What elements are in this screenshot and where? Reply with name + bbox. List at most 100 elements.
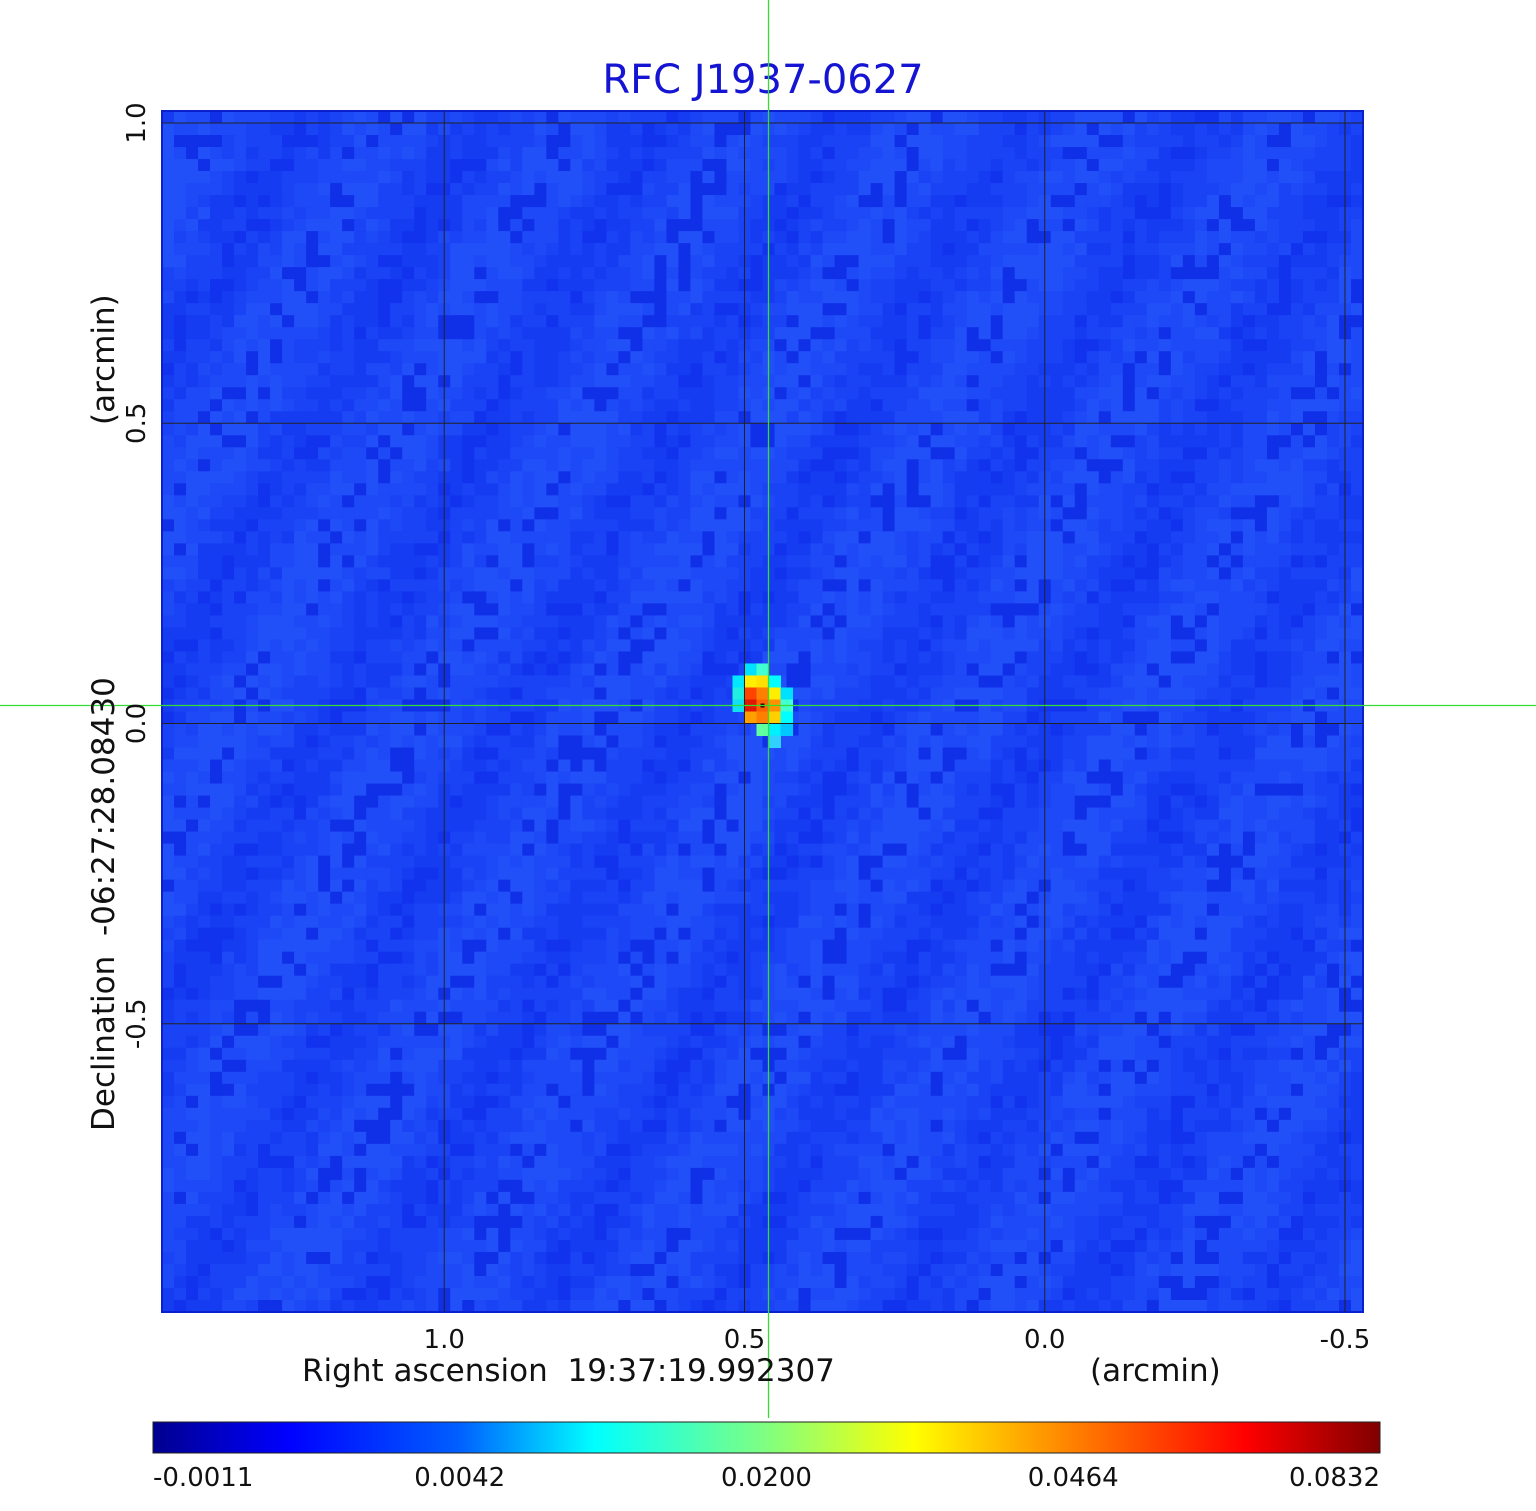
heatmap-cell [1134,135,1148,148]
heatmap-cell [966,375,980,388]
heatmap-cell [378,399,391,412]
heatmap-cell [594,231,607,244]
heatmap-cell [714,495,728,508]
heatmap-cell [990,423,1004,436]
heatmap-cell [1026,675,1040,689]
heatmap-cell [810,591,824,605]
heatmap-cell [1290,471,1304,484]
heatmap-cell [306,351,319,364]
heatmap-cell [942,159,956,172]
heatmap-cell [666,231,680,244]
heatmap-cell [714,687,728,701]
heatmap-cell [1350,687,1363,701]
heatmap-cell [354,495,367,508]
heatmap-cell [246,603,259,617]
heatmap-cell [498,351,511,364]
heatmap-cell [510,555,523,568]
heatmap-cell [1194,435,1208,448]
heatmap-cell [1290,531,1304,544]
heatmap-cell [702,459,716,472]
heatmap-cell [210,315,223,328]
heatmap-cell [606,375,619,388]
heatmap-cell [318,171,331,184]
heatmap-cell [822,519,836,532]
heatmap-cell [222,579,235,592]
heatmap-cell [270,495,283,508]
heatmap-cell [270,279,283,292]
heatmap-cell [1134,495,1148,508]
heatmap-cell [1326,435,1340,448]
heatmap-cell [306,567,319,580]
heatmap-cell [834,675,848,689]
heatmap-cell [1278,579,1292,592]
heatmap-cell [306,399,319,412]
heatmap-cell [354,447,367,460]
heatmap-cell [1002,675,1016,689]
heatmap-cell [306,183,319,196]
heatmap-cell [594,555,607,568]
heatmap-cell [234,399,247,412]
heatmap-cell [1230,495,1244,508]
heatmap-cell [186,579,199,592]
heatmap-cell [1302,459,1316,472]
heatmap-cell [1242,555,1256,568]
heatmap-cell [294,303,307,316]
heatmap-cell [774,303,788,316]
heatmap-cell [1122,423,1136,436]
heatmap-cell [846,411,860,424]
heatmap-cell [882,147,896,160]
heatmap-cell [294,519,307,532]
heatmap-cell [678,183,692,196]
heatmap-cell [654,423,668,436]
heatmap-cell [822,579,836,592]
heatmap-cell [1170,315,1184,328]
heatmap-cell [498,111,511,124]
heatmap-cell [942,531,956,544]
heatmap-cell [390,267,403,280]
heatmap-cell [1290,411,1304,424]
heatmap-cell [750,255,764,268]
heatmap-cell [810,339,824,352]
heatmap-cell [1062,471,1076,484]
heatmap-cell [654,147,668,160]
heatmap-cell [390,483,403,496]
heatmap-cell [786,135,800,148]
heatmap-cell [1254,675,1268,689]
heatmap-cell [210,243,223,256]
heatmap-cell [858,291,872,304]
heatmap-cell [450,375,463,388]
heatmap-cell [1026,591,1040,605]
heatmap-cell [654,627,668,641]
heatmap-cell [366,375,379,388]
heatmap-cell [1350,135,1363,148]
heatmap-cell [306,579,319,592]
heatmap-cell [1158,639,1172,653]
heatmap-cell [1086,435,1100,448]
heatmap-cell [498,363,511,376]
heatmap-cell [1086,567,1100,580]
heatmap-cell [822,291,836,304]
heatmap-cell [234,267,247,280]
heatmap-cell [1206,363,1220,376]
heatmap-cell [1014,483,1028,496]
heatmap-cell [486,591,499,605]
heatmap-cell [834,591,848,605]
heatmap-cell [198,135,211,148]
heatmap-cell [1302,375,1316,388]
heatmap-cell [282,531,295,544]
heatmap-cell [534,387,547,400]
heatmap-cell [366,147,379,160]
heatmap-cell [678,483,692,496]
heatmap-cell [642,567,656,580]
heatmap-cell [270,579,283,592]
heatmap-cell [270,171,283,184]
heatmap-cell [162,351,175,364]
heatmap-cell [390,159,403,172]
heatmap-cell [558,687,571,701]
heatmap-cell [882,543,896,556]
heatmap-cell [402,351,415,364]
heatmap-cell [894,399,908,412]
heatmap-cell [390,315,403,328]
heatmap-cell [882,591,896,605]
heatmap-cell [594,447,607,460]
